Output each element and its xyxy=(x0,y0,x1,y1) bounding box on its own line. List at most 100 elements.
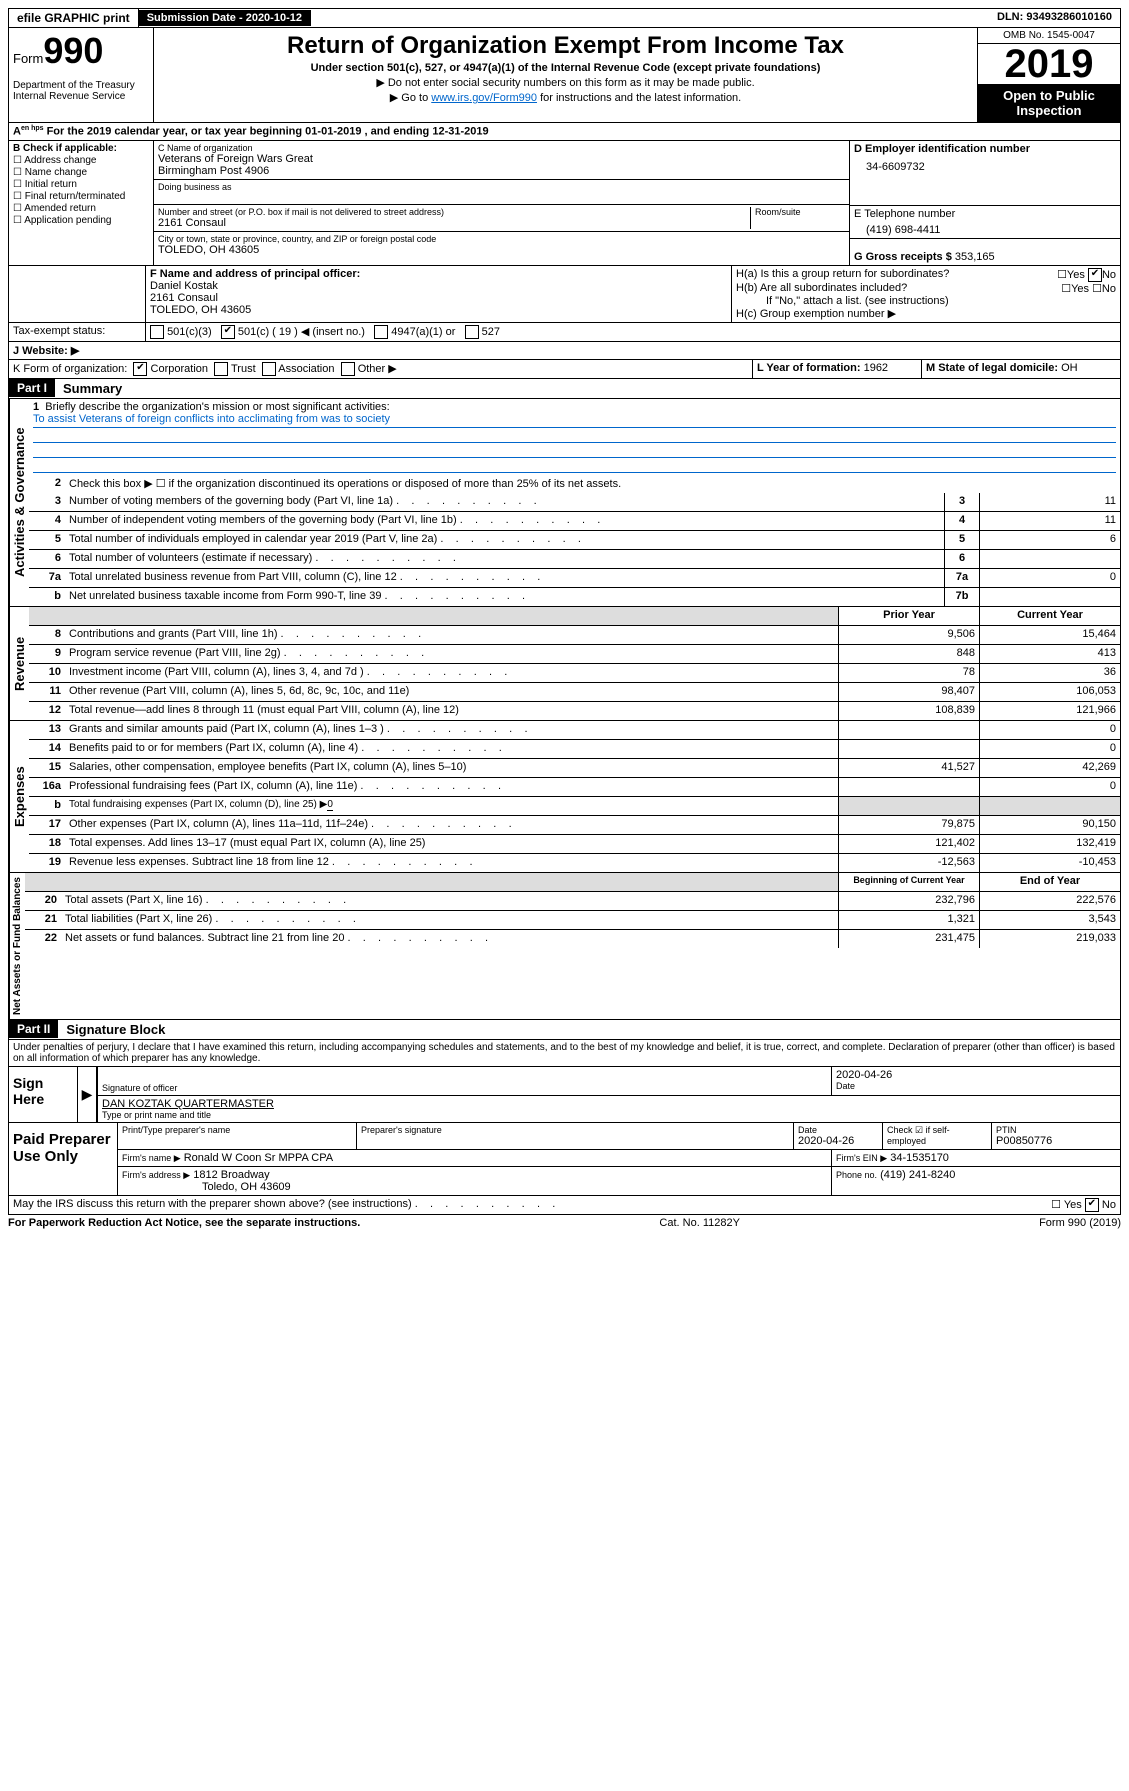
hb-note: If "No," attach a list. (see instruction… xyxy=(736,295,1116,307)
city-label: City or town, state or province, country… xyxy=(158,234,845,244)
begin-year-header: Beginning of Current Year xyxy=(838,873,979,891)
line17-desc: Other expenses (Part IX, column (A), lin… xyxy=(65,816,838,834)
line14-desc: Benefits paid to or for members (Part IX… xyxy=(65,740,838,758)
ein: 34-6609732 xyxy=(854,155,1116,173)
line7b-desc: Net unrelated business taxable income fr… xyxy=(65,588,944,606)
line15-desc: Salaries, other compensation, employee b… xyxy=(65,759,838,777)
sign-here-section: Sign Here ▶ Signature of officer 2020-04… xyxy=(8,1067,1121,1123)
mission-text: To assist Veterans of foreign conflicts … xyxy=(33,413,1116,428)
ptin-label: PTIN xyxy=(996,1125,1116,1135)
line8-prior: 9,506 xyxy=(838,626,979,644)
part1-header: Part I xyxy=(9,379,55,397)
city-state-zip: TOLEDO, OH 43605 xyxy=(158,244,845,256)
cb-trust[interactable] xyxy=(214,362,228,376)
firm-ein: 34-1535170 xyxy=(890,1152,949,1164)
line11-curr: 106,053 xyxy=(979,683,1120,701)
d-label: D Employer identification number xyxy=(854,143,1116,155)
dept-label: Department of the Treasury Internal Reve… xyxy=(13,80,149,102)
prep-date: 2020-04-26 xyxy=(798,1135,878,1147)
officer-city: TOLEDO, OH 43605 xyxy=(150,304,727,316)
line9-desc: Program service revenue (Part VIII, line… xyxy=(65,645,838,663)
form-title: Return of Organization Exempt From Incom… xyxy=(158,32,973,60)
firm-phone-label: Phone no. xyxy=(836,1170,877,1180)
line7a-val: 0 xyxy=(979,569,1120,587)
c-name-label: C Name of organization xyxy=(158,143,845,153)
hc-label: H(c) Group exemption number ▶ xyxy=(736,307,1116,320)
firm-name: Ronald W Coon Sr MPPA CPA xyxy=(184,1152,333,1164)
line16a-desc: Professional fundraising fees (Part IX, … xyxy=(65,778,838,796)
year-formation: 1962 xyxy=(864,362,888,374)
line2-desc: Check this box ▶ ☐ if the organization d… xyxy=(65,475,1120,493)
netassets-label: Net Assets or Fund Balances xyxy=(9,873,25,1019)
ha-no[interactable] xyxy=(1088,268,1102,282)
officer-name: Daniel Kostak xyxy=(150,280,727,292)
l-label: L Year of formation: xyxy=(757,362,861,374)
firm-city: Toledo, OH 43609 xyxy=(122,1181,291,1193)
b-label: B Check if applicable: xyxy=(13,143,149,154)
line17-prior: 79,875 xyxy=(838,816,979,834)
cb-assoc[interactable] xyxy=(262,362,276,376)
line13-prior xyxy=(838,721,979,739)
cb-527[interactable] xyxy=(465,325,479,339)
line14-prior xyxy=(838,740,979,758)
line21-prior: 1,321 xyxy=(838,911,979,929)
ptin: P00850776 xyxy=(996,1135,1116,1147)
line16a-prior xyxy=(838,778,979,796)
line15-curr: 42,269 xyxy=(979,759,1120,777)
footer-mid: Cat. No. 11282Y xyxy=(659,1217,740,1229)
discuss-no[interactable] xyxy=(1085,1198,1099,1212)
cb-pending[interactable]: ☐ Application pending xyxy=(13,215,149,226)
firm-ein-label: Firm's EIN ▶ xyxy=(836,1153,887,1163)
cb-name-change[interactable]: ☐ Name change xyxy=(13,167,149,178)
line10-curr: 36 xyxy=(979,664,1120,682)
dba-label: Doing business as xyxy=(158,182,845,192)
cb-corp[interactable] xyxy=(133,362,147,376)
governance-label: Activities & Governance xyxy=(9,399,29,606)
footer-right: Form 990 (2019) xyxy=(1039,1217,1121,1229)
cb-amended[interactable]: ☐ Amended return xyxy=(13,203,149,214)
footer-left: For Paperwork Reduction Act Notice, see … xyxy=(8,1217,360,1229)
street-address: 2161 Consaul xyxy=(158,217,750,229)
self-employed-check[interactable]: Check ☑ if self-employed xyxy=(883,1123,992,1149)
end-year-header: End of Year xyxy=(979,873,1120,891)
submission-date: Submission Date - 2020-10-12 xyxy=(139,10,311,26)
line3-desc: Number of voting members of the governin… xyxy=(65,493,944,511)
irs-link[interactable]: www.irs.gov/Form990 xyxy=(431,92,537,104)
line10-desc: Investment income (Part VIII, column (A)… xyxy=(65,664,838,682)
cb-final-return[interactable]: ☐ Final return/terminated xyxy=(13,191,149,202)
cb-4947[interactable] xyxy=(374,325,388,339)
line8-desc: Contributions and grants (Part VIII, lin… xyxy=(65,626,838,644)
cb-initial-return[interactable]: ☐ Initial return xyxy=(13,179,149,190)
line9-prior: 848 xyxy=(838,645,979,663)
firm-address: 1812 Broadway xyxy=(193,1169,269,1181)
prep-date-label: Date xyxy=(798,1125,878,1135)
line12-desc: Total revenue—add lines 8 through 11 (mu… xyxy=(65,702,838,720)
part2-header: Part II xyxy=(9,1020,58,1038)
lineb-val: 0 xyxy=(327,799,333,811)
cb-address-change[interactable]: ☐ Address change xyxy=(13,155,149,166)
line8-curr: 15,464 xyxy=(979,626,1120,644)
cb-501c[interactable] xyxy=(221,325,235,339)
part1-title: Summary xyxy=(55,379,130,398)
cb-other[interactable] xyxy=(341,362,355,376)
line5-desc: Total number of individuals employed in … xyxy=(65,531,944,549)
tax-exempt-label: Tax-exempt status: xyxy=(9,323,146,341)
arrow-icon: ▶ xyxy=(82,1086,93,1103)
form-subtitle: Under section 501(c), 527, or 4947(a)(1)… xyxy=(158,62,973,74)
line9-curr: 413 xyxy=(979,645,1120,663)
efile-button[interactable]: efile GRAPHIC print xyxy=(9,9,139,27)
officer-print-name: DAN KOZTAK QUARTERMASTER xyxy=(102,1098,1116,1110)
cb-501c3[interactable] xyxy=(150,325,164,339)
ha-label: H(a) Is this a group return for subordin… xyxy=(736,268,949,282)
form-prefix: Form xyxy=(13,51,43,66)
current-year-header: Current Year xyxy=(979,607,1120,625)
line13-desc: Grants and similar amounts paid (Part IX… xyxy=(65,721,838,739)
line5-val: 6 xyxy=(979,531,1120,549)
revenue-label: Revenue xyxy=(9,607,29,720)
g-label: G Gross receipts $ xyxy=(854,251,952,263)
room-label: Room/suite xyxy=(755,207,845,217)
part2-title: Signature Block xyxy=(58,1020,173,1039)
line6-val xyxy=(979,550,1120,568)
state-domicile: OH xyxy=(1061,362,1078,374)
prior-year-header: Prior Year xyxy=(838,607,979,625)
